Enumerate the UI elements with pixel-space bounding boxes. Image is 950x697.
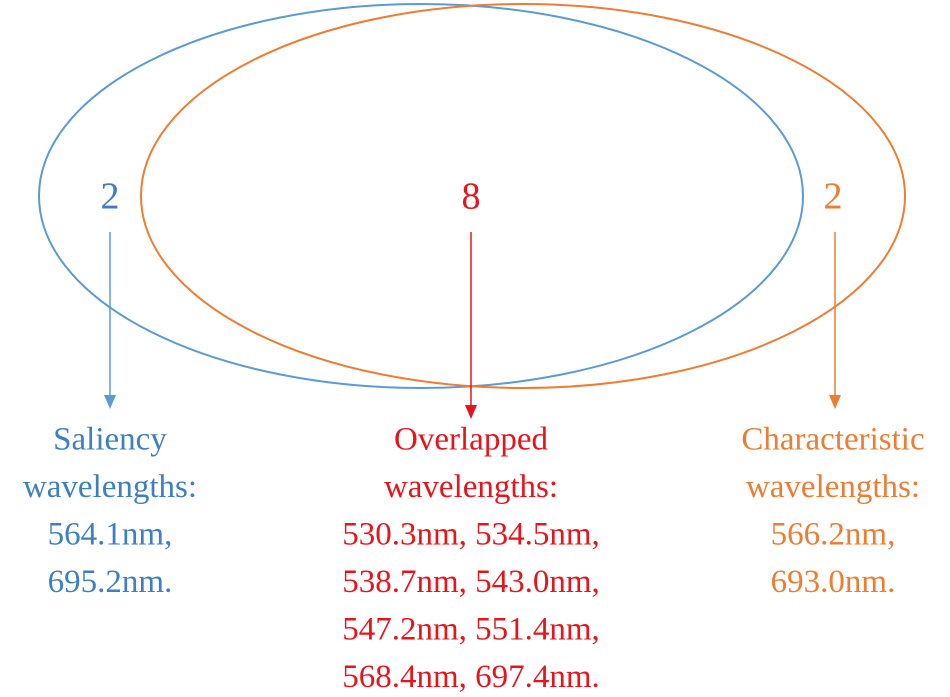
- region-label: 564.1nm,: [48, 517, 173, 553]
- region-label: 695.2nm.: [48, 564, 173, 600]
- region-label: 568.4nm, 697.4nm.: [342, 659, 600, 695]
- region-count: 2: [101, 176, 120, 218]
- region-label: wavelengths:: [746, 469, 920, 505]
- region-label: Characteristic: [741, 422, 924, 458]
- region-count: 2: [824, 176, 843, 218]
- region-label: 693.0nm.: [771, 564, 896, 600]
- saliency-set: [38, 3, 804, 389]
- labels: 2 Saliency wavelengths: 564.1nm, 695.2nm. 8 Ov…: [23, 176, 925, 695]
- region-label: 530.3nm, 534.5nm,: [342, 517, 600, 553]
- region-label: Overlapped: [394, 422, 548, 458]
- arrow-head: [465, 405, 477, 419]
- region-label: 566.2nm,: [771, 517, 896, 553]
- region-label: 538.7nm, 543.0nm,: [342, 564, 600, 600]
- region-label: wavelengths:: [23, 469, 197, 505]
- region-label: wavelengths:: [384, 469, 558, 505]
- region-label: 547.2nm, 551.4nm,: [342, 612, 600, 648]
- region-label: Saliency: [53, 422, 167, 458]
- characteristic-set: [140, 3, 906, 389]
- arrow-head: [829, 395, 841, 409]
- arrow-head: [104, 395, 116, 409]
- region-count: 8: [462, 176, 481, 218]
